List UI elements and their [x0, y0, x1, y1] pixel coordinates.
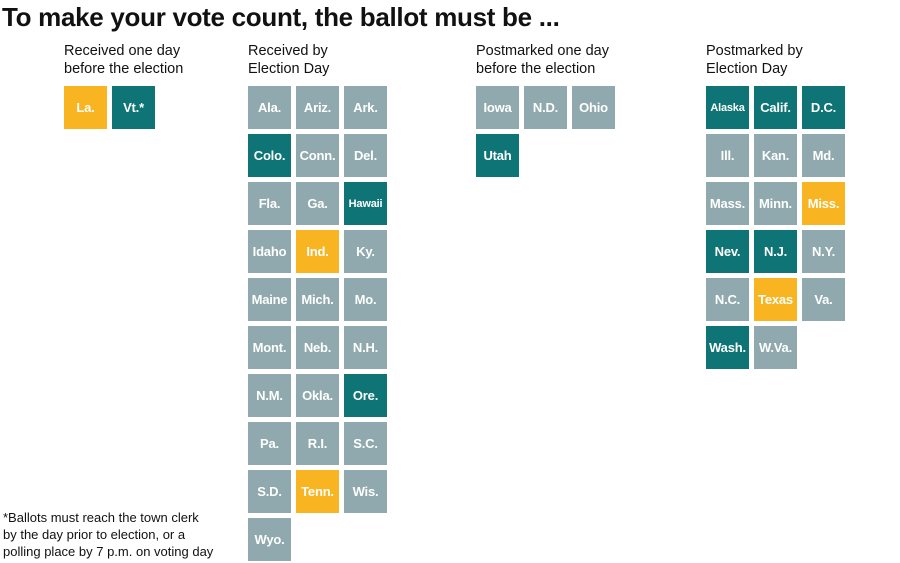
- state-tile: N.M.: [248, 374, 291, 417]
- column-received-one-day-before: Received one day before the election La.…: [64, 42, 203, 129]
- state-tile: Ky.: [344, 230, 387, 273]
- state-tile: Mich.: [296, 278, 339, 321]
- column-received-by-election-day: Received by Election Day Ala. Ariz. Ark. Co…: [248, 42, 387, 561]
- column-header: Received by Election Day: [248, 42, 387, 80]
- state-tile: Miss.: [802, 182, 845, 225]
- state-tile: Colo.: [248, 134, 291, 177]
- state-tile: Nev.: [706, 230, 749, 273]
- column-header-line: Election Day: [248, 61, 330, 77]
- state-tile: Calif.: [754, 86, 797, 129]
- state-tile: Alaska: [706, 86, 749, 129]
- state-tile: S.C.: [344, 422, 387, 465]
- column-header-line: before the election: [64, 61, 184, 77]
- state-tile: Ohio: [572, 86, 615, 129]
- state-tile: Wash.: [706, 326, 749, 369]
- state-tile: Wyo.: [248, 518, 291, 561]
- state-tile: N.H.: [344, 326, 387, 369]
- state-tile: Kan.: [754, 134, 797, 177]
- state-tile: Ariz.: [296, 86, 339, 129]
- page-title: To make your vote count, the ballot must…: [2, 2, 560, 32]
- footnote: *Ballots must reach the town clerk by th…: [3, 509, 213, 560]
- column-header: Received one day before the election: [64, 42, 203, 80]
- state-grid: Ala. Ariz. Ark. Colo. Conn. Del. Fla. Ga. Hawaii…: [248, 86, 387, 561]
- column-postmarked-one-day-before: Postmarked one day before the election I…: [476, 42, 615, 177]
- state-tile: Neb.: [296, 326, 339, 369]
- state-tile: Ind.: [296, 230, 339, 273]
- state-tile: W.Va.: [754, 326, 797, 369]
- column-header-line: Postmarked one day: [476, 43, 609, 59]
- state-tile: Ala.: [248, 86, 291, 129]
- state-tile: Tenn.: [296, 470, 339, 513]
- state-grid: Alaska Calif. D.C. Ill. Kan. Md. Mass. Minn. Mis…: [706, 86, 845, 369]
- state-tile: Del.: [344, 134, 387, 177]
- footnote-line: polling place by 7 p.m. on voting day: [3, 544, 214, 559]
- state-tile: Ark.: [344, 86, 387, 129]
- state-tile: N.D.: [524, 86, 567, 129]
- state-tile: Ill.: [706, 134, 749, 177]
- state-tile: Mo.: [344, 278, 387, 321]
- state-tile: Va.: [802, 278, 845, 321]
- state-tile: Vt.*: [112, 86, 155, 129]
- state-tile: Iowa: [476, 86, 519, 129]
- state-tile: Maine: [248, 278, 291, 321]
- footnote-line: *Ballots must reach the town clerk: [3, 510, 199, 525]
- state-tile: N.J.: [754, 230, 797, 273]
- column-header-line: Election Day: [706, 61, 788, 77]
- state-grid: La. Vt.*: [64, 86, 203, 129]
- state-tile: Md.: [802, 134, 845, 177]
- column-postmarked-by-election-day: Postmarked by Election Day Alaska Calif. D…: [706, 42, 845, 369]
- state-tile: Mont.: [248, 326, 291, 369]
- state-tile: La.: [64, 86, 107, 129]
- state-tile: N.C.: [706, 278, 749, 321]
- column-header: Postmarked one day before the election: [476, 42, 615, 80]
- footnote-line: by the day prior to election, or a: [3, 527, 186, 542]
- state-tile: Ga.: [296, 182, 339, 225]
- state-tile: R.I.: [296, 422, 339, 465]
- state-tile: Utah: [476, 134, 519, 177]
- column-header-line: Received one day: [64, 43, 181, 59]
- column-header-line: Postmarked by: [706, 43, 803, 59]
- state-tile: Pa.: [248, 422, 291, 465]
- column-header-line: Received by: [248, 43, 328, 59]
- state-tile: N.Y.: [802, 230, 845, 273]
- state-tile: Ore.: [344, 374, 387, 417]
- state-tile: S.D.: [248, 470, 291, 513]
- state-tile: Fla.: [248, 182, 291, 225]
- state-tile: Conn.: [296, 134, 339, 177]
- column-header: Postmarked by Election Day: [706, 42, 845, 80]
- state-tile: Okla.: [296, 374, 339, 417]
- state-tile: Wis.: [344, 470, 387, 513]
- column-header-line: before the election: [476, 61, 596, 77]
- state-tile: D.C.: [802, 86, 845, 129]
- state-tile: Minn.: [754, 182, 797, 225]
- state-tile: Hawaii: [344, 182, 387, 225]
- state-grid: Iowa N.D. Ohio Utah: [476, 86, 615, 177]
- state-tile: Texas: [754, 278, 797, 321]
- state-tile: Idaho: [248, 230, 291, 273]
- state-tile: Mass.: [706, 182, 749, 225]
